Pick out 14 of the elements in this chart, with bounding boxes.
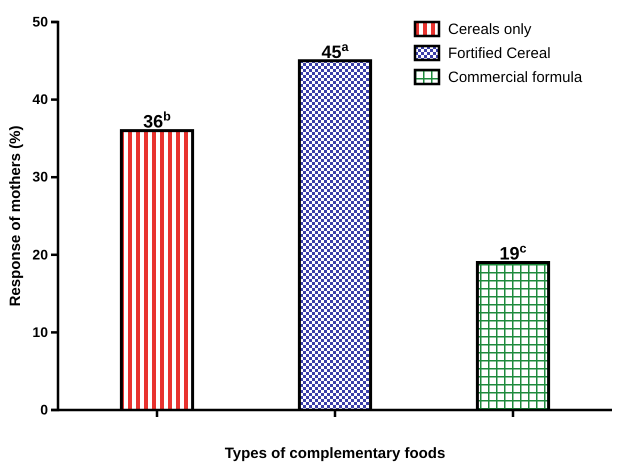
legend-label: Fortified Cereal bbox=[448, 45, 551, 62]
legend-label: Cereals only bbox=[448, 21, 532, 38]
y-tick-label: 10 bbox=[32, 324, 48, 340]
y-axis-title: Response of mothers (%) bbox=[7, 126, 24, 306]
data-label: 36$^{b}$ bbox=[143, 110, 172, 132]
y-tick-label: 40 bbox=[32, 91, 48, 108]
y-tick-label: 20 bbox=[32, 246, 48, 262]
y-tick-label: 30 bbox=[32, 168, 48, 185]
data-label: 45$^{a}$ bbox=[321, 40, 350, 62]
x-axis-title: Types of complementary foods bbox=[224, 445, 446, 462]
y-tick-label: 0 bbox=[40, 401, 48, 418]
y-tick-label: 50 bbox=[32, 13, 48, 30]
data-label: 19$^{c}$ bbox=[499, 242, 527, 264]
legend-label: Commercial formula bbox=[448, 69, 583, 86]
